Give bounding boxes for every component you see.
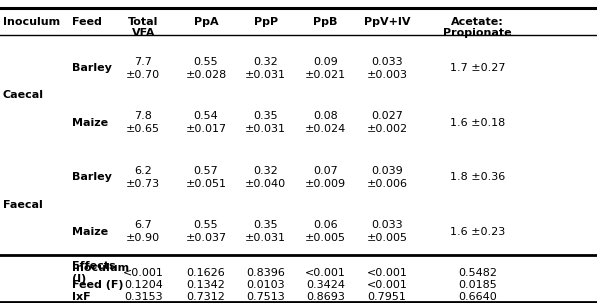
- Text: 0.0103: 0.0103: [247, 280, 285, 291]
- Text: Feed: Feed: [72, 17, 101, 27]
- Text: Faecal: Faecal: [3, 199, 43, 210]
- Text: 0.09
±0.021: 0.09 ±0.021: [305, 57, 346, 80]
- Text: 7.8
±0.65: 7.8 ±0.65: [127, 111, 160, 134]
- Text: 0.55
±0.028: 0.55 ±0.028: [185, 57, 227, 80]
- Text: PpB: PpB: [313, 17, 337, 27]
- Text: <0.001: <0.001: [367, 280, 407, 291]
- Text: IxF: IxF: [72, 292, 90, 302]
- Text: Maize: Maize: [72, 227, 108, 237]
- Text: 0.32
±0.040: 0.32 ±0.040: [245, 166, 286, 189]
- Text: 0.8693: 0.8693: [306, 292, 345, 302]
- Text: Total
VFA: Total VFA: [128, 17, 158, 38]
- Text: Inoculum: Inoculum: [3, 17, 60, 27]
- Text: 0.35
±0.031: 0.35 ±0.031: [245, 220, 286, 243]
- Text: 0.3424: 0.3424: [306, 280, 345, 291]
- Text: 6.2
±0.73: 6.2 ±0.73: [126, 166, 161, 189]
- Text: Inoculum
(I): Inoculum (I): [72, 262, 129, 284]
- Text: 0.5482: 0.5482: [458, 268, 497, 278]
- Text: 1.8 ±0.36: 1.8 ±0.36: [450, 172, 505, 182]
- Text: 1.6 ±0.18: 1.6 ±0.18: [450, 118, 505, 128]
- Text: 0.1204: 0.1204: [124, 280, 163, 291]
- Text: 0.1342: 0.1342: [186, 280, 226, 291]
- Text: 0.7951: 0.7951: [367, 292, 407, 302]
- Text: Effects: Effects: [72, 261, 115, 271]
- Text: Barley: Barley: [72, 63, 112, 73]
- Text: 0.7513: 0.7513: [247, 292, 285, 302]
- Text: 0.35
±0.031: 0.35 ±0.031: [245, 111, 286, 134]
- Text: 0.57
±0.051: 0.57 ±0.051: [186, 166, 226, 189]
- Text: 0.039
±0.006: 0.039 ±0.006: [367, 166, 407, 189]
- Text: PpV+IV: PpV+IV: [364, 17, 410, 27]
- Text: PpP: PpP: [254, 17, 278, 27]
- Text: 0.8396: 0.8396: [246, 268, 285, 278]
- Text: 0.1626: 0.1626: [187, 268, 225, 278]
- Text: 7.7
±0.70: 7.7 ±0.70: [126, 57, 161, 80]
- Text: 0.07
±0.009: 0.07 ±0.009: [305, 166, 346, 189]
- Text: 0.06
±0.005: 0.06 ±0.005: [305, 220, 346, 243]
- Text: Barley: Barley: [72, 172, 112, 182]
- Text: 0.54
±0.017: 0.54 ±0.017: [186, 111, 226, 134]
- Text: 0.6640: 0.6640: [458, 292, 497, 302]
- Text: <0.001: <0.001: [123, 268, 164, 278]
- Text: 0.027
±0.002: 0.027 ±0.002: [367, 111, 407, 134]
- Text: 0.0185: 0.0185: [458, 280, 497, 291]
- Text: 0.08
±0.024: 0.08 ±0.024: [304, 111, 346, 134]
- Text: 1.7 ±0.27: 1.7 ±0.27: [450, 63, 505, 73]
- Text: 0.32
±0.031: 0.32 ±0.031: [245, 57, 286, 80]
- Text: 0.7312: 0.7312: [186, 292, 226, 302]
- Text: Feed (F): Feed (F): [72, 280, 123, 291]
- Text: 0.033
±0.003: 0.033 ±0.003: [367, 57, 407, 80]
- Text: <0.001: <0.001: [367, 268, 407, 278]
- Text: 0.55
±0.037: 0.55 ±0.037: [186, 220, 226, 243]
- Text: PpA: PpA: [193, 17, 219, 27]
- Text: 6.7
±0.90: 6.7 ±0.90: [126, 220, 161, 243]
- Text: Caecal: Caecal: [3, 90, 44, 101]
- Text: 0.033
±0.005: 0.033 ±0.005: [367, 220, 407, 243]
- Text: 0.3153: 0.3153: [124, 292, 162, 302]
- Text: 1.6 ±0.23: 1.6 ±0.23: [450, 227, 505, 237]
- Text: Maize: Maize: [72, 118, 108, 128]
- Text: <0.001: <0.001: [305, 268, 346, 278]
- Text: Acetate:
Propionate: Acetate: Propionate: [444, 17, 512, 38]
